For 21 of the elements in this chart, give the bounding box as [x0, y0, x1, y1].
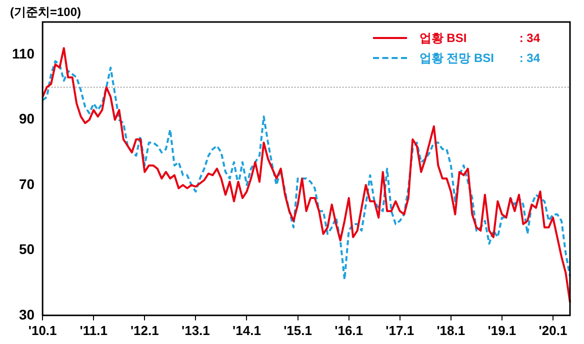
y-tick-label: 50: [19, 241, 35, 258]
x-tick-label: '10.1: [28, 322, 57, 338]
x-tick-label: '11.1: [80, 322, 108, 338]
x-tick-label: '20.1: [538, 322, 568, 338]
x-tick-label: '17.1: [386, 322, 414, 338]
x-tick-label: '19.1: [488, 322, 516, 338]
annotation: : 34: [519, 31, 540, 45]
x-tick-label: '15.1: [284, 322, 312, 338]
x-tick-label: '14.1: [232, 322, 261, 338]
y-tick-label: 90: [19, 110, 35, 127]
y-tick-label: 110: [12, 45, 35, 62]
x-tick-label: '13.1: [182, 322, 210, 338]
legend-label: 업황 BSI: [419, 30, 468, 46]
annotation: : 34: [519, 51, 540, 65]
y-tick-label: 30: [19, 306, 35, 322]
y-axis-title: (기준치=100): [10, 4, 82, 21]
y-tick-label: 70: [19, 176, 35, 192]
legend-label: 업황 전망 BSI: [419, 50, 495, 66]
x-tick-label: '16.1: [334, 322, 364, 338]
x-tick-label: '12.1: [130, 322, 159, 338]
x-tick-label: '18.1: [436, 322, 466, 338]
